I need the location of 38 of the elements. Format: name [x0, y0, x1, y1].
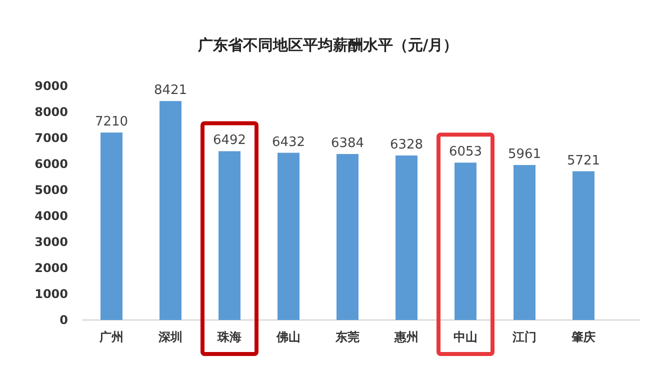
bar	[218, 151, 240, 320]
data-label: 5721	[566, 153, 600, 168]
x-tick-label: 佛山	[276, 330, 300, 344]
y-tick-label: 9000	[34, 79, 68, 93]
y-tick-label: 6000	[34, 157, 68, 171]
bar	[514, 165, 536, 320]
bar	[278, 152, 300, 320]
y-tick-label: 3000	[34, 235, 68, 249]
y-tick-label: 5000	[34, 183, 68, 197]
x-tick-label: 江门	[512, 330, 536, 344]
x-tick-label: 惠州	[394, 330, 418, 344]
data-label: 6328	[390, 137, 424, 152]
data-label: 6492	[212, 133, 246, 148]
y-tick-label: 8000	[34, 105, 68, 119]
x-tick-label: 珠海	[216, 330, 242, 344]
y-tick-label: 1000	[34, 287, 68, 301]
bar	[396, 155, 418, 320]
bar	[100, 132, 122, 320]
x-tick-label: 肇庆	[570, 330, 596, 344]
y-tick-label: 4000	[34, 209, 68, 223]
bar	[572, 171, 594, 320]
x-tick-label: 东莞	[334, 330, 360, 344]
y-tick-label: 7000	[34, 131, 68, 145]
y-tick-label: 0	[60, 313, 68, 327]
data-label: 6053	[448, 144, 482, 160]
bar	[336, 154, 358, 320]
bar	[454, 162, 476, 320]
chart-title: 广东省不同地区平均薪酬水平（元/月）	[196, 36, 458, 54]
data-label: 7210	[94, 114, 128, 130]
data-label: 5961	[508, 147, 542, 162]
data-label: 6384	[330, 136, 364, 152]
x-tick-label: 广州	[98, 330, 124, 344]
y-tick-label: 2000	[34, 261, 68, 275]
bar	[160, 101, 182, 320]
x-tick-label: 深圳	[158, 330, 182, 344]
data-label: 8421	[154, 83, 188, 98]
x-tick-label: 中山	[454, 330, 478, 344]
data-label: 6432	[272, 134, 306, 150]
